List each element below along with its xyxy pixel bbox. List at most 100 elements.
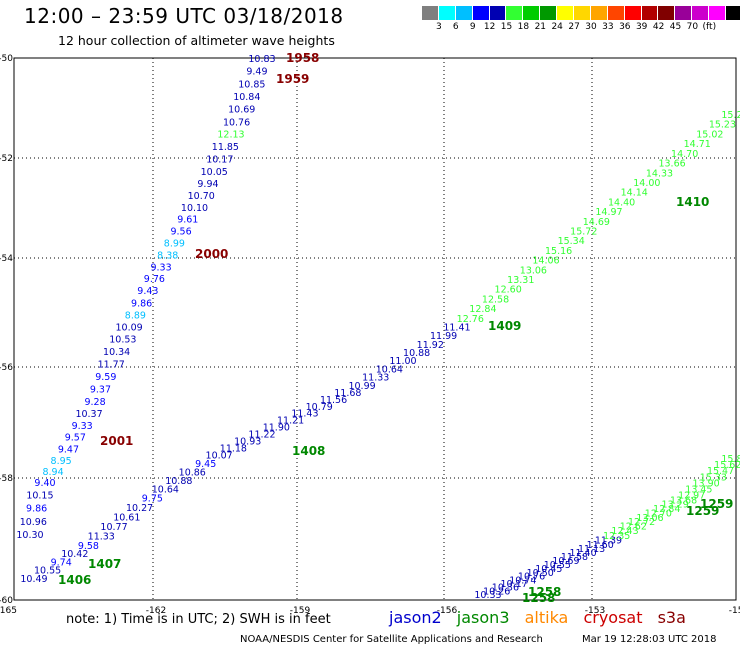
wave-height-label: 9.40: [34, 478, 55, 489]
wave-height-label: 11.60: [587, 540, 614, 551]
wave-height-label: 11.13: [578, 544, 605, 555]
wave-height-label: 14.00: [633, 178, 660, 189]
wave-height-label: 13.31: [507, 275, 534, 286]
wave-height-label: 10.34: [103, 347, 130, 358]
colorbar-label: 70: [686, 22, 699, 32]
colorbar-label: 24: [551, 22, 563, 32]
pass-time-label: 1258: [528, 585, 561, 599]
wave-height-label: 15.22: [721, 110, 740, 121]
y-tick-label: -52: [0, 154, 13, 164]
colorbar-swatch: [523, 6, 541, 20]
wave-height-label: 12.13: [217, 130, 244, 141]
wave-height-label: 9.76: [144, 274, 165, 285]
colorbar-swatch: [624, 6, 642, 20]
y-tick-label: -50: [0, 54, 13, 64]
track-right: 10.3310.2610.3610.1710.7410.7610.5010.45…: [474, 454, 740, 605]
credit-line: NOAA/NESDIS Center for Satellite Applica…: [240, 634, 543, 645]
wave-height-label: 12.43: [611, 526, 638, 537]
wave-height-label: 11.41: [443, 322, 470, 333]
wave-height-label: 11.92: [417, 340, 444, 351]
wave-height-label: 15.80: [721, 454, 740, 465]
wave-height-label: 10.64: [152, 485, 179, 496]
wave-height-label: 10.76: [223, 117, 250, 128]
pass-time-label: 1407: [88, 557, 121, 571]
colorbar-swatch: [692, 6, 710, 20]
wave-height-label: 14.33: [646, 168, 673, 179]
wave-height-label: 13.68: [670, 495, 697, 506]
units-note: note: 1) Time is in UTC; 2) SWH is in fe…: [66, 612, 331, 627]
colorbar-label: 3: [436, 22, 442, 32]
grid-lines: [14, 58, 736, 600]
colorbar-label: 15: [500, 22, 513, 32]
wave-height-label: 10.64: [376, 364, 403, 375]
wave-height-label: 15.02: [696, 129, 723, 140]
wave-height-label: 10.27: [126, 503, 153, 514]
colorbar-label: 33: [602, 22, 614, 32]
wave-height-label: 10.15: [26, 490, 53, 501]
wave-height-label: 8.99: [164, 238, 185, 249]
wave-height-label: 13.06: [636, 513, 663, 524]
legend-jason3: jason3: [456, 608, 510, 627]
wave-height-label: 14.71: [684, 139, 711, 150]
wave-height-label: 9.56: [170, 227, 191, 238]
wave-height-label: 10.05: [201, 167, 228, 178]
wave-height-label: 11.18: [220, 443, 247, 454]
wave-height-label: 10.93: [234, 437, 261, 448]
wave-height-label: 13.90: [693, 478, 720, 489]
colorbar-swatch: [489, 6, 507, 20]
wave-height-label: 11.33: [88, 532, 115, 543]
wave-height-label: 12.62: [620, 522, 647, 533]
wave-height-label: 13.66: [658, 159, 685, 170]
wave-height-label: 9.33: [72, 421, 93, 432]
wave-height-label: 13.06: [520, 265, 547, 276]
wave-height-label: 11.90: [263, 423, 290, 434]
colorbar-label: 42: [652, 22, 665, 32]
pass-time-label: 1959: [276, 72, 309, 86]
wave-height-label: 10.86: [179, 468, 206, 479]
colorbar-swatch: [557, 6, 575, 20]
wave-height-label: 9.86: [131, 298, 152, 309]
colorbar-swatch: [422, 6, 439, 20]
colorbar-label: 45: [669, 22, 682, 32]
wave-height-label: 12.58: [482, 294, 509, 305]
wave-height-label: 12.70: [645, 508, 672, 519]
wave-height-label: 11.85: [212, 142, 239, 153]
colorbar-label: 30: [585, 22, 597, 32]
colorbar-label: 21: [534, 22, 547, 32]
colorbar-swatch: [540, 6, 558, 20]
x-tick-label: -150: [729, 606, 740, 616]
wave-height-label: 10.84: [233, 92, 260, 103]
wave-height-label: 8.38: [157, 250, 178, 261]
colorbar-label: 9: [469, 22, 476, 32]
pass-time-label: 1410: [676, 195, 709, 209]
pass-time-label: 1259: [686, 504, 719, 518]
wave-height-label: 14.97: [595, 207, 622, 218]
wave-height-label: 13.45: [685, 484, 712, 495]
y-tick-label: -58: [0, 474, 13, 484]
legend-altika: altika: [524, 608, 569, 627]
wave-height-label: 11.00: [389, 356, 416, 367]
pass-time-label: 1958: [286, 51, 319, 65]
wave-height-label: 12.76: [457, 314, 484, 325]
colorbar-label: 27: [568, 22, 580, 32]
wave-height-label: 9.61: [177, 215, 198, 226]
wave-height-label: 11.99: [430, 331, 457, 342]
wave-height-label: 12.84: [469, 304, 496, 315]
colorbar-swatch: [455, 6, 473, 20]
wave-height-label: 11.39: [595, 535, 622, 546]
wave-height-colorbar: [422, 6, 740, 20]
wave-height-label: 15.23: [709, 120, 736, 131]
colorbar-label: 18: [517, 22, 530, 32]
colorbar-label: 36: [619, 22, 631, 32]
wave-height-label: 10.33: [474, 590, 501, 601]
wave-height-label: 10.37: [75, 409, 102, 420]
wave-height-label: 15.62: [714, 460, 740, 471]
wave-height-label: 11.56: [320, 395, 347, 406]
colorbar-labels: 3 6 9 12 15 18 21 24 27 30 33 36 39 42 45 70 (ft): [422, 22, 740, 34]
track-middle: 10.4910.559.7410.429.5811.3310.7710.6110…: [20, 110, 740, 587]
wave-height-label: 11.43: [291, 409, 318, 420]
wave-height-label: 12.97: [678, 491, 705, 502]
wave-height-label: 8.89: [125, 310, 146, 321]
